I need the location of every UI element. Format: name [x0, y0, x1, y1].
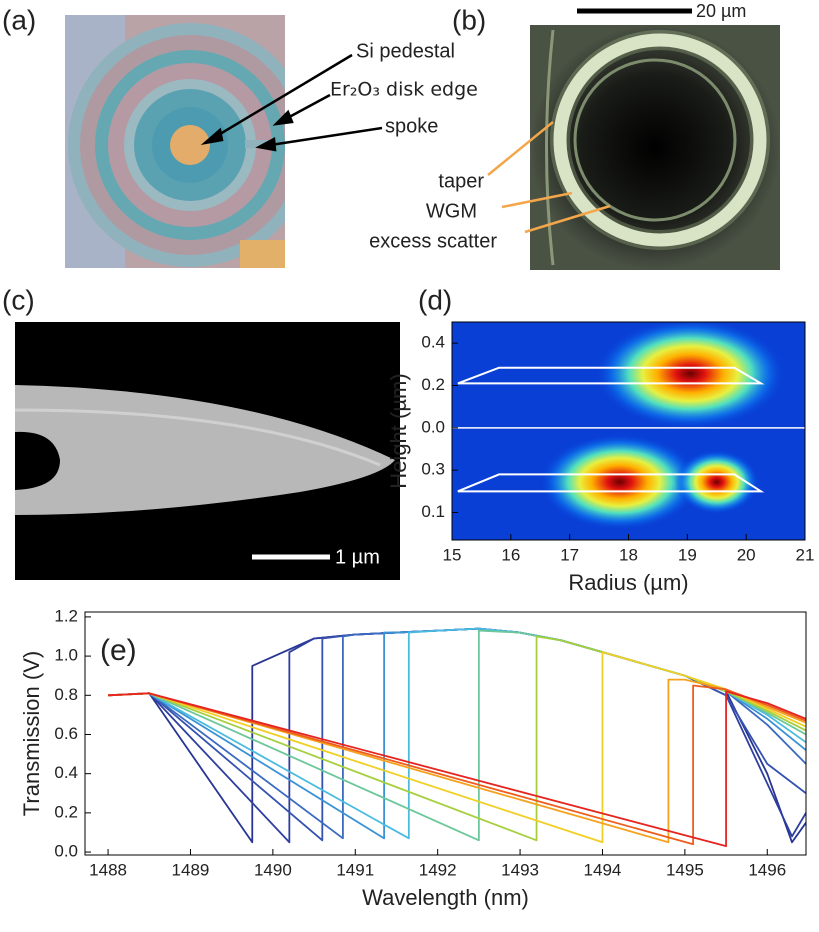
x-tick-label: 1495 [666, 860, 704, 879]
x-tick-label: 1488 [89, 860, 127, 879]
x-tick-label: 16 [501, 545, 520, 564]
x-tick-label: 1496 [748, 860, 786, 879]
arrows-a [200, 53, 383, 152]
panel-label: (a) [2, 4, 36, 35]
y-tick-label: 0.4 [54, 763, 78, 782]
x-axis-label: Radius (µm) [568, 570, 688, 595]
y-tick-label: 0.1 [421, 502, 445, 521]
x-tick-label: 17 [560, 545, 579, 564]
transmission-trace [108, 690, 806, 848]
panel-label: (e) [100, 634, 137, 667]
x-tick-label: 1493 [501, 860, 539, 879]
panel-label: (b) [452, 4, 486, 35]
x-tick-label: 20 [737, 545, 756, 564]
annotation: spoke [385, 115, 438, 137]
y-tick-label: 0.4 [421, 333, 445, 352]
y-tick-label: 0.2 [54, 802, 78, 821]
panel-label: (c) [2, 284, 35, 315]
transmission-trace [108, 651, 806, 844]
x-tick-label: 1490 [254, 860, 292, 879]
y-tick-label: 0.6 [54, 724, 78, 743]
y-axis-label: Height (µm) [386, 373, 411, 488]
y-tick-label: 1.0 [54, 646, 78, 665]
x-tick-label: 1494 [584, 860, 622, 879]
plot-frame [84, 611, 807, 856]
x-tick-label: 1491 [336, 860, 374, 879]
y-tick-label: 0.8 [54, 685, 78, 704]
arrows-b [487, 121, 611, 234]
annotation: Er₂O₃ disk edge [330, 79, 478, 101]
y-tick-label: 0.0 [54, 842, 78, 861]
x-axis-label: Wavelength (nm) [362, 885, 529, 910]
photo-a [65, 15, 285, 268]
x-tick-label: 1489 [172, 860, 210, 879]
photo-b [530, 25, 780, 270]
y-tick-label: 0.0 [421, 417, 445, 436]
transmission-trace [108, 635, 806, 842]
y-tick-label: 1.2 [54, 606, 78, 625]
x-tick-label: 1492 [419, 860, 457, 879]
mode-peak [595, 322, 786, 428]
x-tick-label: 21 [796, 545, 815, 564]
x-tick-label: 18 [619, 545, 638, 564]
y-tick-label: 0.3 [421, 460, 445, 479]
transmission-trace [108, 629, 806, 842]
y-tick-label: 0.2 [421, 375, 445, 394]
annotation: taper [438, 170, 484, 192]
photo-c [15, 322, 400, 580]
mode-peak [539, 434, 700, 531]
x-tick-label: 19 [678, 545, 697, 564]
annotation: excess scatter [369, 230, 497, 252]
transmission-trace [108, 627, 806, 840]
y-axis-label: Transmission (V) [19, 651, 44, 816]
x-tick-label: 15 [443, 545, 462, 564]
scale-bar-label: 20 µm [696, 1, 746, 21]
annotation: WGM [426, 200, 477, 222]
plot-frame [451, 321, 806, 541]
scale-bar-label: 1 µm [335, 546, 380, 568]
disk-outline [457, 366, 765, 385]
annotation: Si pedestal [356, 40, 455, 62]
panel-label: (d) [418, 284, 452, 315]
transmission-trace [108, 627, 806, 842]
disk-outline [457, 473, 765, 493]
mode-peak [674, 450, 759, 515]
